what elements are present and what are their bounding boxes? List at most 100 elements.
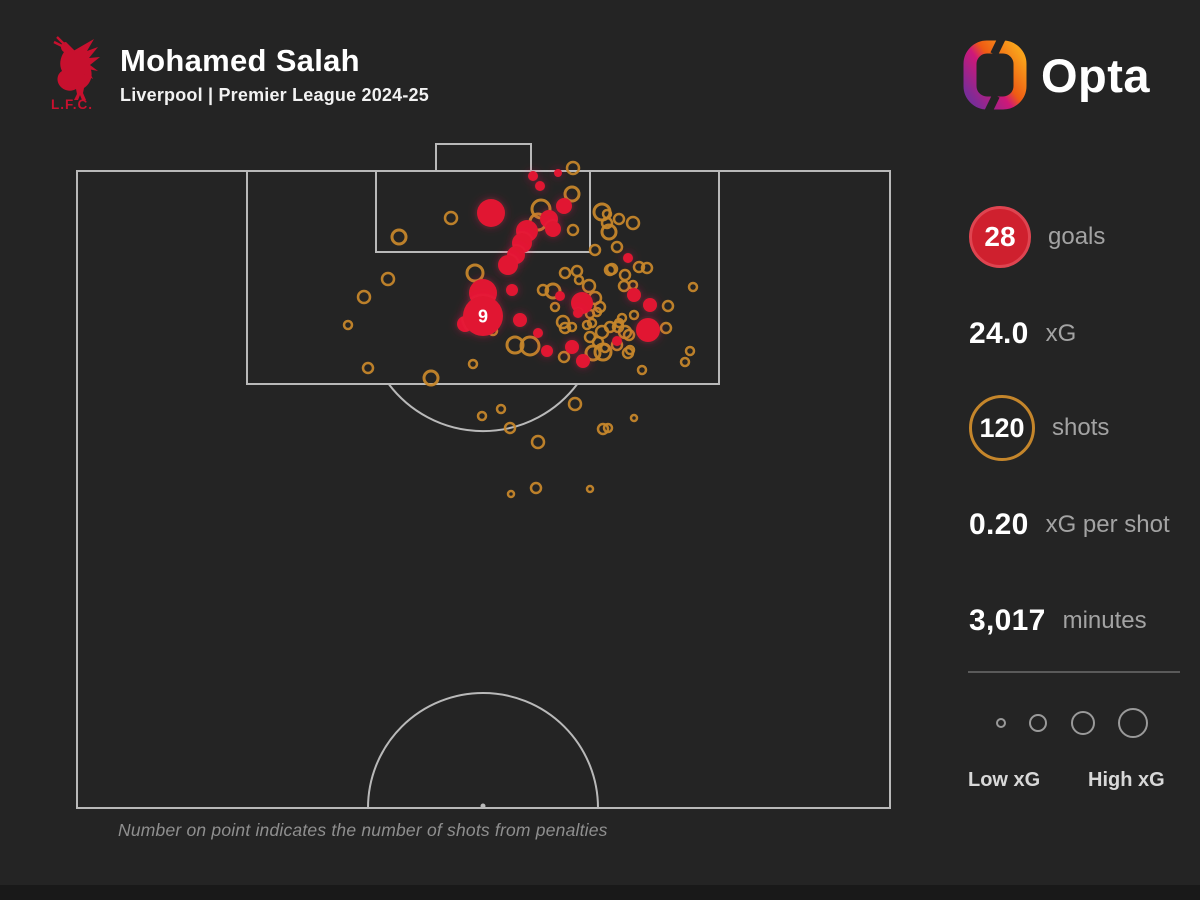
goal-marker bbox=[541, 345, 553, 357]
shot-marker bbox=[342, 319, 354, 331]
goal-marker bbox=[535, 181, 545, 191]
shot-marker bbox=[584, 344, 602, 362]
goal-marker bbox=[612, 336, 622, 346]
shot-marker bbox=[640, 261, 654, 275]
shot-marker bbox=[581, 319, 593, 331]
shot-marker bbox=[565, 160, 581, 176]
shot-marker bbox=[465, 263, 485, 283]
shot-marker bbox=[356, 289, 372, 305]
goal-marker bbox=[533, 328, 543, 338]
goal-marker bbox=[573, 308, 583, 318]
goal-marker bbox=[565, 340, 579, 354]
shot-marker bbox=[621, 346, 635, 360]
shot-marker bbox=[603, 320, 617, 334]
crest-text: L.F.C. bbox=[51, 97, 93, 112]
liverpool-crest: L.F.C. bbox=[44, 30, 100, 117]
legend-low-label: Low xG bbox=[968, 769, 1041, 791]
opta-wordmark: Opta bbox=[1041, 48, 1151, 102]
goal-marker bbox=[627, 288, 641, 302]
opta-logo-icon bbox=[963, 40, 1027, 110]
legend-size-circle-4 bbox=[1117, 708, 1148, 738]
shot-marker bbox=[627, 279, 639, 291]
pitch-outline bbox=[76, 170, 891, 809]
stat-minutes: 3,017 minutes bbox=[969, 604, 1147, 638]
shot-marker bbox=[617, 279, 631, 293]
goal-marker bbox=[554, 169, 562, 177]
goal-marker bbox=[477, 199, 505, 227]
goal-marker bbox=[513, 313, 527, 327]
shot-marker bbox=[636, 364, 648, 376]
goal-marker bbox=[623, 253, 633, 263]
shot-marker bbox=[555, 314, 571, 330]
xg-per-shot-label: xG per shot bbox=[1045, 511, 1170, 538]
shot-layer: 9 bbox=[342, 160, 699, 499]
goal-marker bbox=[528, 171, 538, 181]
shot-marker bbox=[566, 223, 580, 237]
shot-marker bbox=[625, 215, 641, 231]
stat-shots: 120 shots bbox=[969, 395, 1109, 461]
goal-marker bbox=[555, 291, 565, 301]
shot-marker bbox=[570, 264, 584, 278]
minutes-value: 3,017 bbox=[969, 604, 1046, 637]
shot-marker bbox=[618, 268, 632, 282]
shot-marker bbox=[503, 421, 517, 435]
legend-size-circle-2 bbox=[1029, 714, 1048, 732]
goal-marker bbox=[576, 354, 590, 368]
footnote: Number on point indicates the number of … bbox=[118, 820, 608, 840]
shot-marker bbox=[443, 210, 459, 226]
shot-marker bbox=[622, 328, 636, 342]
shot-marker bbox=[661, 299, 675, 313]
shot-marker bbox=[600, 223, 618, 241]
xg-size-legend bbox=[996, 706, 1148, 740]
goal-marker bbox=[545, 221, 561, 237]
shot-marker bbox=[519, 335, 541, 357]
header-titles: Mohamed Salah Liverpool | Premier League… bbox=[120, 43, 429, 106]
penalty-shots-marker bbox=[463, 296, 503, 336]
shot-marker bbox=[558, 266, 572, 280]
shots-badge: 120 bbox=[969, 395, 1035, 461]
shot-marker bbox=[557, 350, 571, 364]
stats-divider bbox=[968, 671, 1180, 673]
shot-marker bbox=[558, 321, 572, 335]
shot-marker bbox=[586, 317, 598, 329]
shot-marker bbox=[549, 301, 561, 313]
footer-bar bbox=[0, 885, 1200, 900]
shot-marker bbox=[380, 271, 396, 287]
shot-marker bbox=[679, 356, 691, 368]
shot-marker bbox=[505, 335, 525, 355]
shot-marker bbox=[602, 422, 614, 434]
goals-label: goals bbox=[1048, 223, 1106, 250]
shot-marker bbox=[390, 228, 408, 246]
legend-size-circle-3 bbox=[1070, 711, 1095, 735]
shot-marker bbox=[610, 240, 624, 254]
stat-xg: 24.0 xG bbox=[969, 317, 1076, 351]
shot-marker bbox=[596, 422, 610, 436]
centre-circle-arc bbox=[367, 692, 599, 809]
shot-marker bbox=[684, 345, 696, 357]
pitch-lines bbox=[76, 143, 891, 809]
legend-size-circle-1 bbox=[996, 718, 1006, 728]
shot-marker bbox=[629, 413, 639, 423]
stat-xg-per-shot: 0.20 xG per shot bbox=[969, 508, 1170, 542]
shot-marker bbox=[495, 403, 507, 415]
centre-spot bbox=[480, 803, 486, 809]
minutes-label: minutes bbox=[1062, 607, 1147, 634]
shot-marker bbox=[613, 317, 625, 329]
legend-high-label: High xG bbox=[1088, 769, 1165, 791]
shot-marker bbox=[632, 260, 646, 274]
shot-marker bbox=[603, 263, 617, 277]
liver-bird-icon: L.F.C. bbox=[51, 36, 100, 112]
shot-marker bbox=[566, 321, 578, 333]
shot-marker bbox=[563, 185, 581, 203]
shot-marker bbox=[467, 358, 479, 370]
shot-marker bbox=[530, 434, 546, 450]
page-title: Mohamed Salah bbox=[120, 43, 360, 78]
opta-brand: Opta bbox=[963, 40, 1150, 110]
shot-marker bbox=[593, 342, 613, 362]
shot-marker bbox=[361, 361, 375, 375]
shot-marker bbox=[536, 283, 550, 297]
goal-marker bbox=[498, 255, 518, 275]
goals-badge: 28 bbox=[969, 206, 1031, 268]
